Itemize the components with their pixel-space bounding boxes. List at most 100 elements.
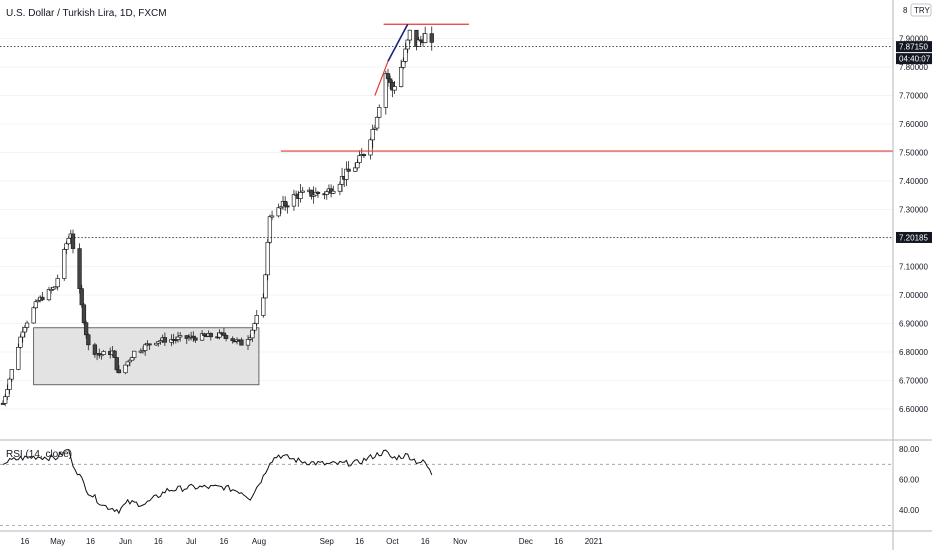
candle xyxy=(24,320,30,331)
candle-body xyxy=(355,162,360,169)
candle xyxy=(51,286,56,291)
candle-body xyxy=(79,288,84,306)
candle-body xyxy=(31,307,36,324)
time-axis-label: 16 xyxy=(355,537,364,546)
candle xyxy=(31,306,36,324)
candle-body xyxy=(346,168,351,172)
candle-body xyxy=(46,289,52,301)
candle xyxy=(178,331,183,342)
candle-body xyxy=(423,33,428,43)
candle-body xyxy=(385,73,391,80)
candle-body xyxy=(245,339,251,346)
candle xyxy=(392,81,397,95)
candle xyxy=(309,189,314,200)
price-axis[interactable]: 8 TRY xyxy=(903,3,932,17)
countdown-tag: 04:40:07 xyxy=(896,53,932,65)
countdown-label: 04:40:07 xyxy=(899,55,931,64)
candle xyxy=(298,184,303,203)
candle xyxy=(311,186,316,204)
candle xyxy=(324,189,329,200)
candle-body xyxy=(83,322,89,336)
candle xyxy=(199,330,205,342)
candle xyxy=(77,243,82,294)
candle xyxy=(265,238,270,281)
candle-body xyxy=(388,78,393,83)
candle xyxy=(7,377,12,394)
candle-body xyxy=(208,332,213,338)
candle xyxy=(357,150,362,164)
candle xyxy=(132,350,137,360)
time-axis-label: 16 xyxy=(554,537,563,546)
candle-body xyxy=(401,60,406,68)
candle-body xyxy=(344,168,349,180)
candle-body xyxy=(99,354,104,357)
price-tick-label: 6.90000 xyxy=(899,320,928,329)
time-axis[interactable]: 16 May 16 Jun 16 Jul 16 Aug Sep 16 Oct 16 Nov Dec 16 20… xyxy=(20,537,603,546)
candle-body xyxy=(33,301,38,309)
time-axis-label: Aug xyxy=(252,537,266,546)
candle-body xyxy=(70,233,76,249)
candle xyxy=(230,336,235,344)
candle xyxy=(407,29,413,44)
candle xyxy=(3,394,8,407)
candle xyxy=(291,189,297,211)
candle-body xyxy=(407,29,413,41)
candle xyxy=(83,320,89,339)
candle-body xyxy=(285,205,290,208)
trend-up-line[interactable] xyxy=(374,61,389,96)
candle-body xyxy=(383,73,388,108)
candle xyxy=(116,365,122,374)
candle-body xyxy=(7,378,12,390)
candle xyxy=(143,342,148,356)
price-tick-label: 7.00000 xyxy=(899,291,928,300)
candle xyxy=(429,26,434,51)
candle xyxy=(162,332,168,347)
candle-body xyxy=(269,215,275,218)
candle xyxy=(92,342,98,358)
candle xyxy=(62,247,67,281)
price-tick-labels: 7.90000 7.80000 7.70000 7.60000 7.50000 7.400… xyxy=(899,35,928,415)
candle-body xyxy=(125,361,130,366)
currency-badge[interactable]: TRY xyxy=(910,3,932,17)
candlestick-series xyxy=(0,26,434,407)
candle xyxy=(250,328,255,342)
candle xyxy=(370,124,375,149)
price-tick-label: 7.80000 xyxy=(899,63,928,72)
candle xyxy=(252,322,257,334)
candle-body xyxy=(230,338,235,342)
candle-body xyxy=(405,39,410,50)
candle xyxy=(315,190,321,198)
candle xyxy=(355,159,360,171)
candle xyxy=(9,368,14,382)
marked-level-tag: 7.20185 xyxy=(896,231,932,243)
candle-body xyxy=(311,194,316,197)
candle xyxy=(127,358,133,367)
candle-body xyxy=(223,335,229,339)
time-axis-label: 16 xyxy=(219,537,228,546)
price-tick-label: 6.70000 xyxy=(899,377,928,386)
candle xyxy=(405,39,410,54)
candle-body xyxy=(429,33,434,43)
candle xyxy=(346,160,351,172)
rsi-tick-label: 40.00 xyxy=(899,506,920,515)
candle-body xyxy=(132,350,137,358)
candle-body xyxy=(147,343,152,346)
candle xyxy=(276,203,281,218)
time-axis-label: 16 xyxy=(86,537,95,546)
candle xyxy=(46,286,52,302)
candle xyxy=(239,337,244,346)
price-tick-label: 7.40000 xyxy=(899,177,928,186)
price-tick-label: 7.10000 xyxy=(899,263,928,272)
marked-level-label: 7.20185 xyxy=(899,233,928,242)
candle-body xyxy=(81,304,87,324)
trend-blue-line[interactable] xyxy=(387,23,409,62)
candle xyxy=(81,303,87,325)
candle xyxy=(114,357,119,373)
rsi-gridlines xyxy=(0,463,893,526)
candle-body xyxy=(291,194,297,207)
candle-body xyxy=(55,278,60,288)
price-axis-top-label: 8 xyxy=(903,6,908,15)
candle xyxy=(33,299,38,310)
